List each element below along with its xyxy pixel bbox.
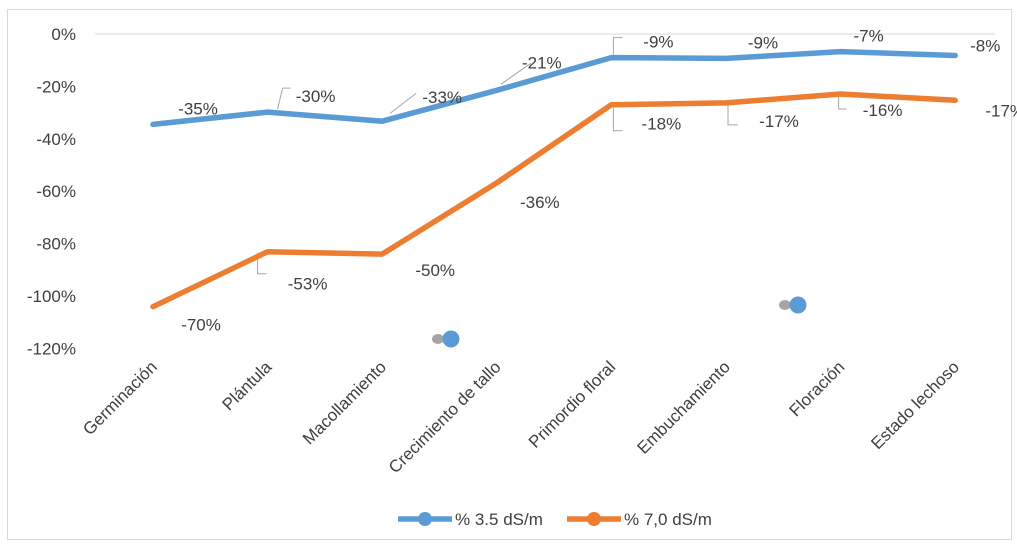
leader-line bbox=[612, 37, 623, 55]
y-tick-label: 0% bbox=[51, 25, 76, 44]
leader-line bbox=[500, 62, 532, 85]
data-label: -9% bbox=[643, 33, 673, 52]
stray-marker bbox=[442, 330, 460, 348]
series-line-1 bbox=[150, 91, 958, 310]
data-label: -8% bbox=[970, 36, 1000, 55]
data-label: -17% bbox=[759, 112, 799, 131]
data-label: -7% bbox=[853, 27, 883, 46]
data-labels: -35% -30% -33% -21% -9% -9% -7% -8% -70% -53% -50%… bbox=[178, 27, 1017, 335]
leader-line bbox=[257, 252, 267, 275]
legend-label: % 3.5 dS/m bbox=[455, 510, 543, 529]
data-label: -16% bbox=[863, 101, 903, 120]
data-label: -18% bbox=[642, 115, 682, 134]
y-tick-label: -100% bbox=[27, 287, 76, 306]
chart-border bbox=[7, 9, 1012, 540]
series-lines bbox=[150, 48, 958, 310]
data-label: -9% bbox=[748, 33, 778, 52]
y-tick-label: -60% bbox=[36, 182, 76, 201]
data-label: -70% bbox=[181, 316, 221, 335]
data-label: -17% bbox=[985, 101, 1017, 120]
legend-label: % 7,0 dS/m bbox=[624, 510, 712, 529]
legend: % 3.5 dS/m % 7,0 dS/m bbox=[398, 510, 712, 529]
data-label: -36% bbox=[520, 193, 560, 212]
data-label: -33% bbox=[422, 88, 462, 107]
legend-marker bbox=[418, 512, 432, 526]
data-label: -35% bbox=[178, 99, 218, 118]
leader-line bbox=[389, 92, 417, 114]
stray-marker bbox=[789, 296, 807, 314]
data-label: -50% bbox=[415, 261, 455, 280]
marker-shadow bbox=[432, 334, 444, 344]
data-label: -30% bbox=[296, 87, 336, 106]
y-tick-label: -20% bbox=[36, 77, 76, 96]
leader-line bbox=[277, 87, 291, 110]
y-tick-label: -120% bbox=[27, 339, 76, 358]
y-tick-label: -40% bbox=[36, 130, 76, 149]
leader-line bbox=[838, 96, 847, 110]
data-label: -53% bbox=[288, 275, 328, 294]
marker-shadow bbox=[779, 300, 791, 310]
data-label: -21% bbox=[522, 53, 562, 72]
leader-line bbox=[727, 104, 738, 126]
leader-line bbox=[612, 107, 623, 132]
stray-markers bbox=[432, 296, 807, 348]
series-line-0 bbox=[150, 48, 958, 128]
label-leader-lines bbox=[257, 37, 847, 275]
legend-marker bbox=[587, 512, 601, 526]
y-tick-label: -80% bbox=[36, 235, 76, 254]
y-axis: 0% -20% -40% -60% -80% -100% -120% bbox=[27, 25, 76, 358]
